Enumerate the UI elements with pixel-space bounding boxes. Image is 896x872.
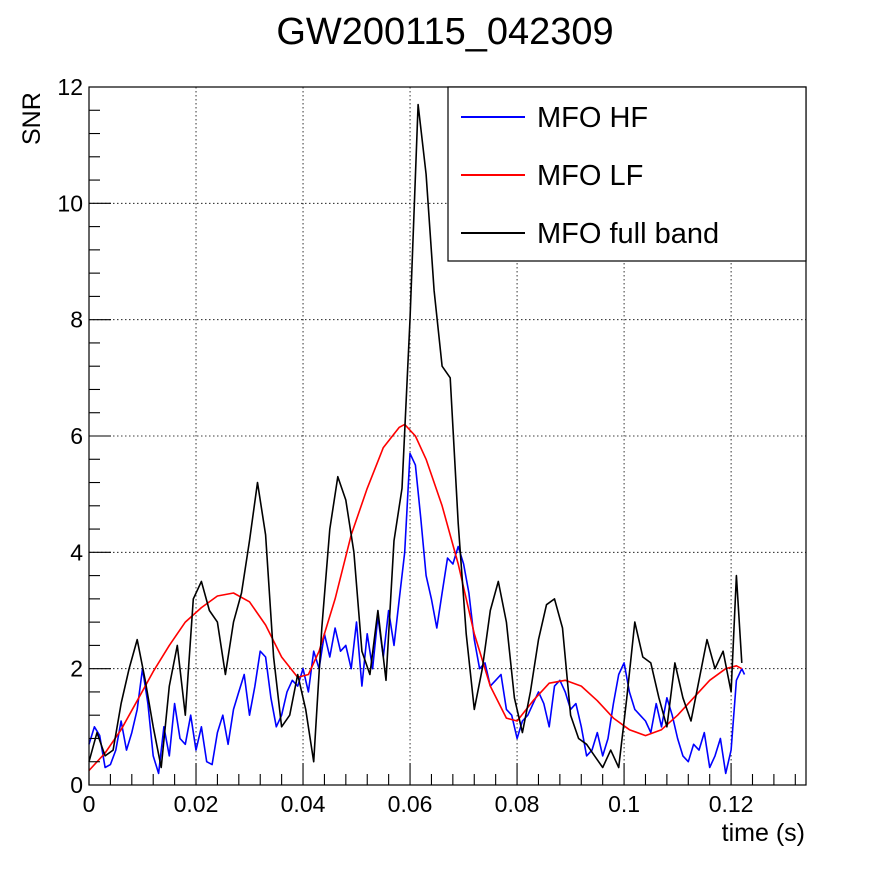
x-tick-label: 0 [83, 791, 96, 817]
legend-entries: MFO HF MFO LF MFO full band [461, 102, 719, 250]
x-tick-label: 0.1 [608, 791, 640, 817]
axis-tick-labels: 0 0.02 0.04 0.06 0.08 0.1 0.12 0 2 4 6 8 10 12 [57, 74, 753, 817]
x-tick-label: 0.02 [174, 791, 219, 817]
y-axis-label: SNR [18, 92, 46, 145]
legend: MFO HF MFO LF MFO full band [447, 86, 807, 262]
x-tick-label: 0.08 [495, 791, 540, 817]
legend-label-1: MFO HF [537, 102, 648, 134]
y-tick-label: 10 [57, 190, 83, 216]
y-tick-label: 6 [70, 423, 83, 449]
series-line-1 [88, 452, 746, 775]
series-line-3 [88, 103, 743, 769]
legend-label-3: MFO full band [537, 218, 719, 250]
x-tick-label: 0.06 [388, 791, 433, 817]
y-tick-label: 2 [70, 656, 83, 682]
legend-label-2: MFO LF [537, 160, 643, 192]
y-tick-label: 4 [70, 539, 83, 565]
chart-title: GW200115_042309 [276, 11, 613, 53]
axis-ticks [88, 86, 796, 786]
plot-series [88, 103, 746, 775]
x-tick-label: 0.12 [709, 791, 754, 817]
x-axis-label: time (s) [722, 819, 805, 847]
x-tick-label: 0.04 [281, 791, 326, 817]
y-tick-label: 12 [57, 74, 83, 100]
y-tick-label: 0 [70, 772, 83, 798]
y-tick-label: 8 [70, 307, 83, 333]
